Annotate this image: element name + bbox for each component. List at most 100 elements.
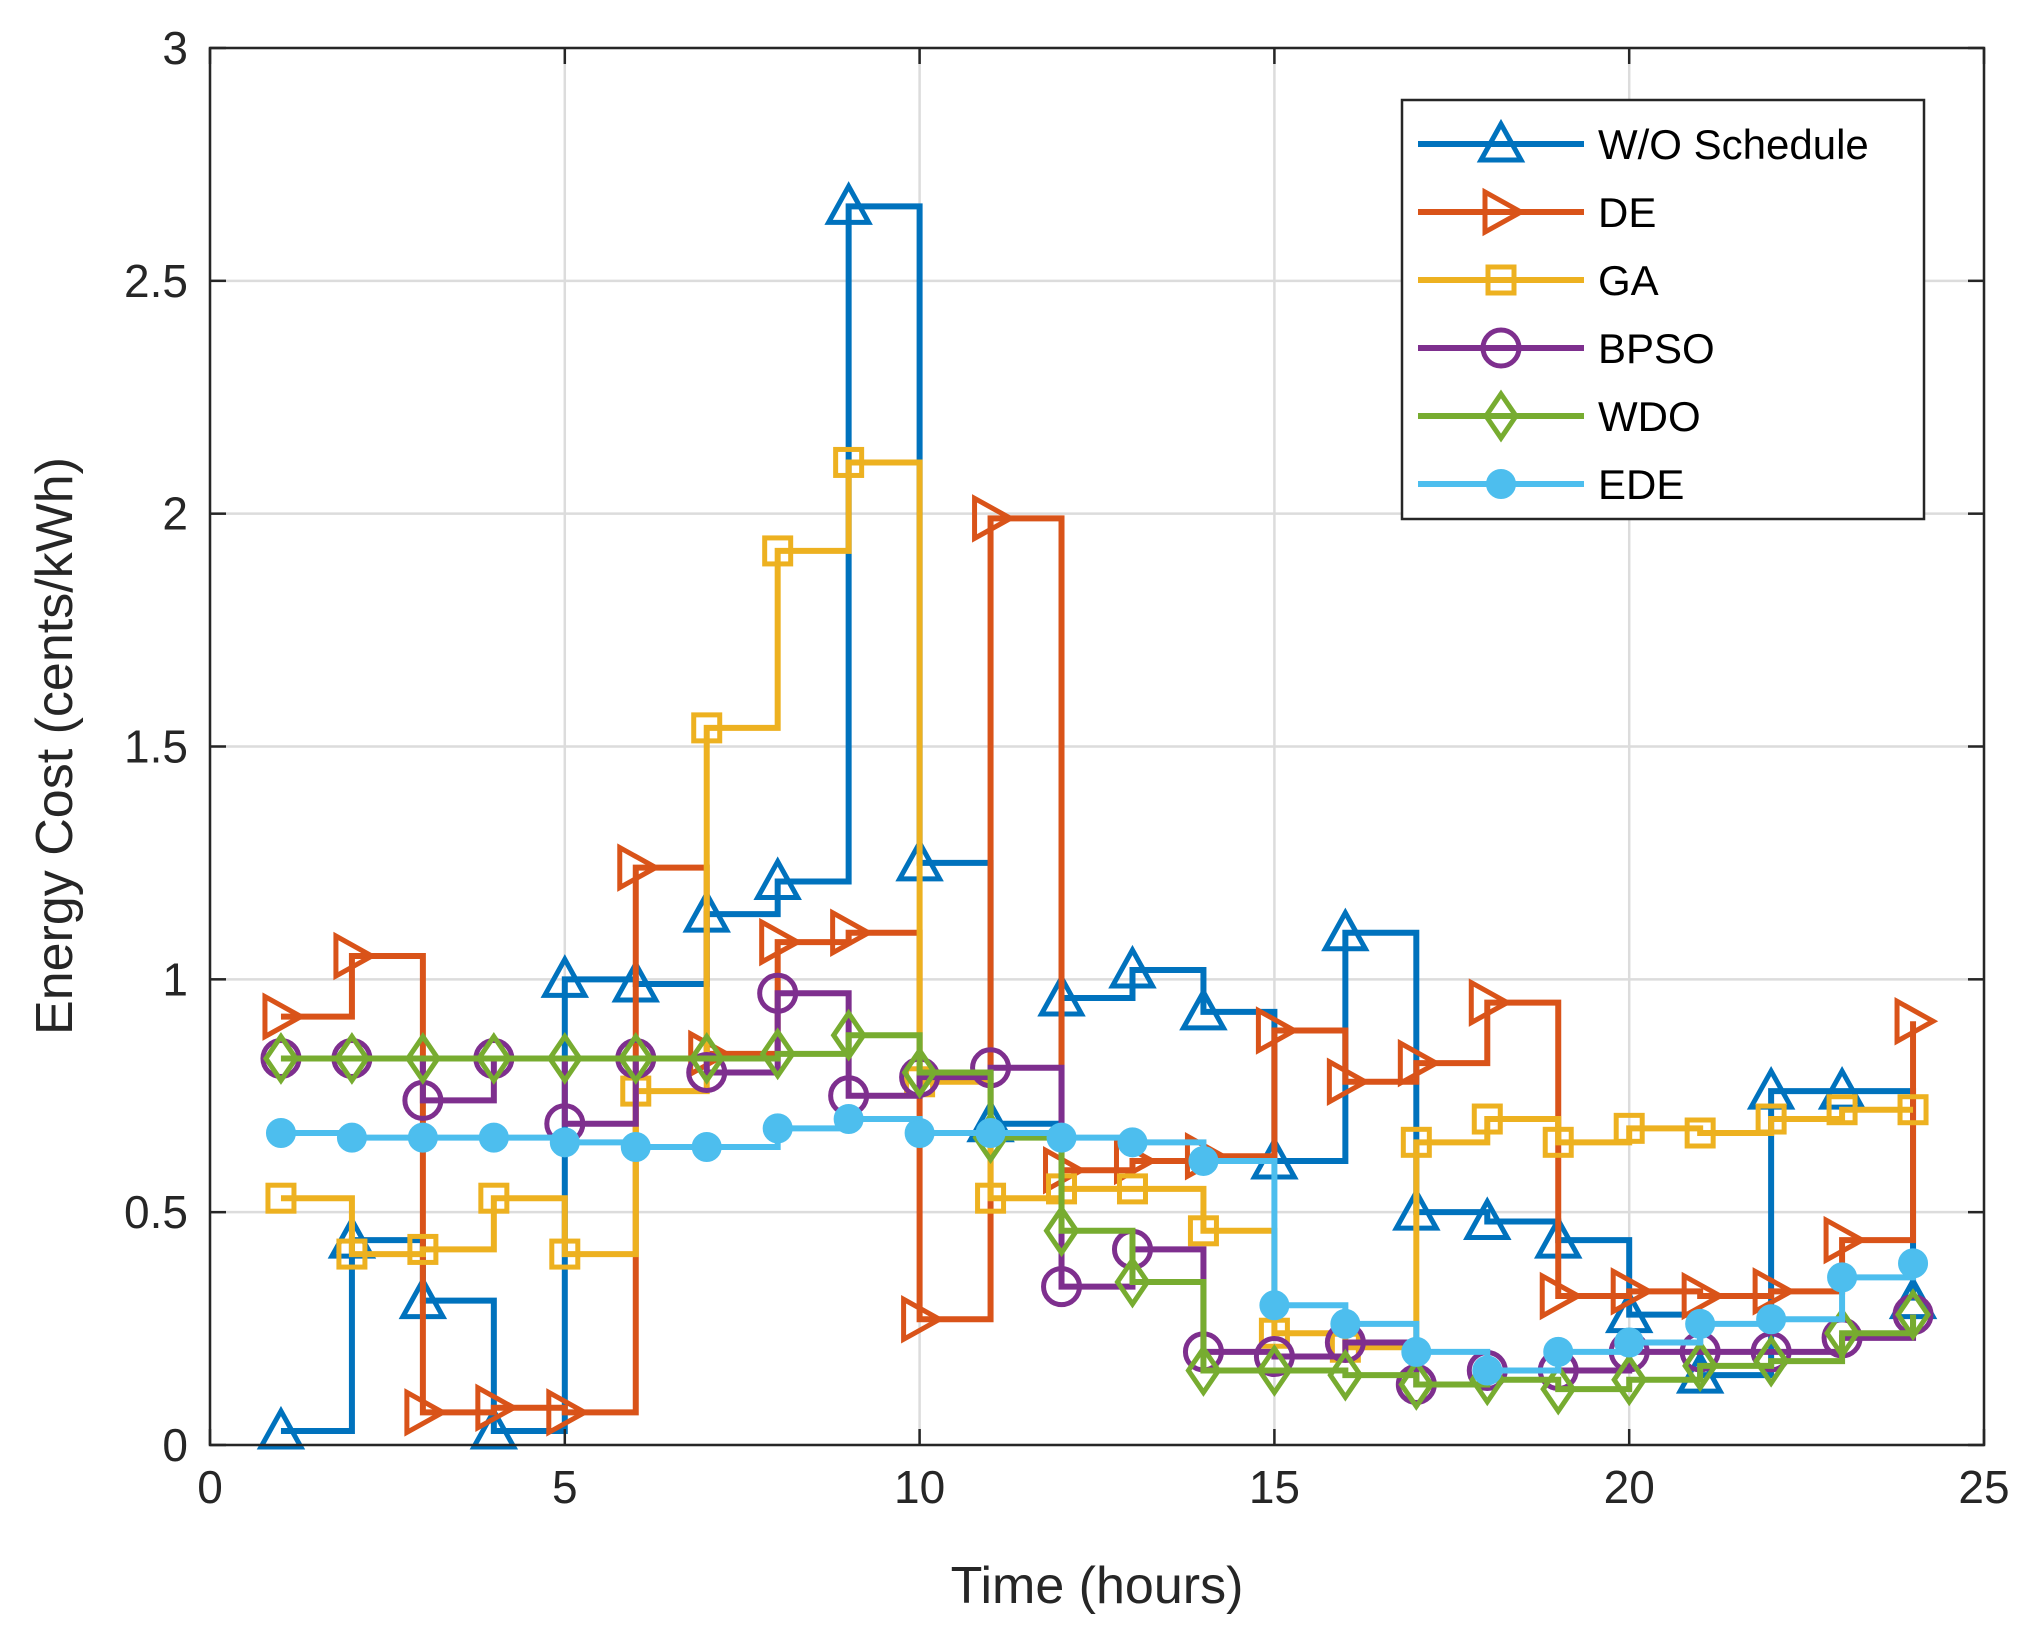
y-tick-label: 2 — [162, 488, 188, 540]
legend: W/O Schedule DE GA BPSO WDO EDE — [1400, 98, 1926, 521]
x-tick-label: 20 — [1604, 1461, 1655, 1513]
data-point-de — [759, 917, 803, 967]
data-point-wdo — [1824, 1306, 1861, 1360]
legend-marker — [1482, 187, 1527, 237]
x-tick-label: 5 — [552, 1461, 578, 1513]
y-tick-label: 1.5 — [124, 721, 188, 773]
legend-label: WDO — [1598, 393, 1701, 440]
data-point-wdo — [1185, 1344, 1222, 1397]
data-point-w-o-schedule — [1179, 986, 1228, 1031]
data-point-wdo — [1682, 1339, 1719, 1393]
data-point-ga — [975, 1182, 1007, 1214]
data-point-ga — [1684, 1117, 1716, 1149]
data-point-wdo — [404, 1032, 441, 1085]
legend-item-w-o-schedule: W/O Schedule — [1418, 118, 1869, 168]
legend-label: GA — [1598, 257, 1659, 304]
x-tick-label: 15 — [1249, 1461, 1300, 1513]
data-point-ga — [1613, 1112, 1645, 1144]
data-point-ga — [1400, 1126, 1432, 1158]
legend-label: W/O Schedule — [1598, 121, 1869, 168]
data-point-w-o-schedule — [540, 954, 590, 998]
data-point-wdo — [901, 1046, 938, 1099]
legend-label: EDE — [1598, 461, 1684, 508]
data-point-ede — [762, 1113, 793, 1144]
data-point-wdo — [688, 1032, 725, 1085]
data-point-ede — [1046, 1122, 1077, 1153]
legend-label: BPSO — [1598, 325, 1715, 372]
series-wdo — [262, 1008, 1932, 1416]
legend-marker — [1486, 469, 1516, 499]
data-point-de — [830, 908, 874, 958]
data-point-wdo — [262, 1032, 299, 1085]
data-point-ede — [620, 1131, 651, 1162]
data-point-w-o-schedule — [256, 1405, 306, 1450]
data-point-wdo — [617, 1032, 654, 1085]
legend-item-wdo: WDO — [1418, 389, 1701, 443]
data-point-wdo — [1256, 1344, 1293, 1397]
data-point-ga — [1542, 1126, 1574, 1158]
legend-marker — [1482, 389, 1520, 443]
data-point-de — [1894, 996, 1939, 1046]
x-tick-label: 10 — [894, 1461, 945, 1513]
series-ede — [265, 1104, 1929, 1386]
data-point-de — [404, 1388, 449, 1437]
data-point-w-o-schedule — [469, 1405, 519, 1450]
data-point-wdo — [830, 1008, 867, 1062]
data-point-wdo — [475, 1032, 512, 1085]
data-point-de — [1397, 1038, 1442, 1088]
data-point-ede — [336, 1122, 367, 1153]
data-point-w-o-schedule — [1463, 1196, 1512, 1240]
data-point-ede — [549, 1127, 580, 1158]
data-point-bpso — [1253, 1336, 1295, 1378]
y-tick-label: 1 — [162, 953, 188, 1005]
data-point-ga — [833, 446, 865, 478]
data-point-ga — [336, 1238, 368, 1270]
y-tick-label: 0 — [162, 1419, 188, 1471]
data-point-wdo — [1611, 1353, 1648, 1407]
data-point-ede — [1330, 1308, 1361, 1339]
data-point-w-o-schedule — [824, 181, 873, 225]
legend-box — [1400, 98, 1926, 521]
data-point-ede — [691, 1131, 722, 1162]
data-point-ede — [478, 1122, 509, 1153]
data-point-de — [262, 992, 307, 1041]
data-point-ga — [549, 1238, 581, 1270]
data-point-wdo — [333, 1032, 370, 1085]
data-point-w-o-schedule — [1321, 907, 1370, 952]
data-point-ga — [265, 1182, 297, 1214]
x-tick-label: 0 — [197, 1461, 223, 1513]
data-point-wdo — [1043, 1204, 1080, 1258]
y-tick-label: 2.5 — [124, 255, 188, 307]
data-point-ede — [1898, 1248, 1929, 1279]
data-point-ga — [1897, 1094, 1929, 1126]
data-point-ga — [1471, 1103, 1503, 1135]
data-point-ga — [1755, 1103, 1787, 1135]
data-point-ede — [1614, 1327, 1645, 1358]
data-point-ede — [1188, 1145, 1219, 1176]
data-point-de — [972, 494, 1016, 543]
x-tick-label: 25 — [1958, 1461, 2009, 1513]
data-point-de — [546, 1388, 590, 1437]
legend-marker — [1476, 118, 1526, 163]
data-point-ga — [1187, 1215, 1219, 1247]
data-point-bpso — [1041, 1266, 1083, 1308]
data-point-wdo — [759, 1027, 796, 1081]
data-point-de — [1255, 1006, 1300, 1055]
data-point-ede — [1472, 1355, 1503, 1386]
data-point-ede — [1685, 1308, 1716, 1339]
legend-marker — [1485, 264, 1517, 296]
data-point-de — [617, 843, 661, 892]
data-point-ga — [1826, 1094, 1858, 1126]
data-point-ga — [478, 1182, 510, 1214]
data-point-ga — [1116, 1173, 1148, 1205]
data-point-de — [333, 931, 378, 981]
data-point-wdo — [1398, 1358, 1435, 1411]
data-point-bpso — [757, 972, 799, 1014]
data-point-de — [1326, 1057, 1371, 1107]
data-point-wdo — [1114, 1255, 1151, 1309]
data-point-de — [1539, 1271, 1584, 1321]
data-point-de — [475, 1383, 519, 1432]
y-tick-label: 3 — [162, 22, 188, 74]
data-point-wdo — [1540, 1362, 1577, 1416]
